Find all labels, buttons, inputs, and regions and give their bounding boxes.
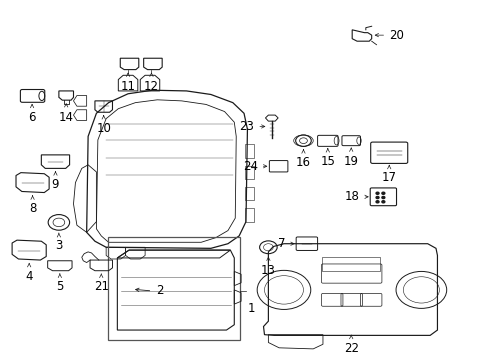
Text: 19: 19: [343, 155, 359, 168]
Text: 8: 8: [29, 202, 36, 215]
Text: 17: 17: [382, 171, 397, 184]
Bar: [245, 208, 254, 222]
Text: 7: 7: [278, 237, 286, 250]
Text: 10: 10: [96, 122, 111, 135]
Bar: [108, 237, 240, 339]
Text: 11: 11: [121, 80, 136, 93]
Bar: [245, 166, 254, 179]
Bar: [322, 257, 380, 271]
Text: 6: 6: [28, 111, 36, 124]
Text: 13: 13: [261, 264, 276, 276]
Text: 4: 4: [25, 270, 33, 283]
Text: 9: 9: [52, 178, 59, 191]
Text: 12: 12: [144, 80, 159, 93]
Text: 1: 1: [248, 302, 255, 315]
Circle shape: [382, 192, 385, 194]
Bar: [245, 187, 254, 201]
Circle shape: [382, 201, 385, 203]
Text: 24: 24: [243, 160, 258, 173]
Text: 20: 20: [389, 29, 404, 42]
Circle shape: [382, 197, 385, 199]
Circle shape: [376, 197, 379, 199]
Text: 5: 5: [56, 280, 64, 293]
Text: 3: 3: [55, 239, 63, 252]
Circle shape: [376, 192, 379, 194]
Text: 21: 21: [94, 280, 109, 293]
Text: 23: 23: [239, 120, 254, 133]
Text: 16: 16: [296, 156, 311, 168]
Text: 18: 18: [345, 190, 360, 203]
Text: 22: 22: [343, 342, 359, 355]
Text: 15: 15: [320, 155, 335, 168]
Bar: [245, 144, 254, 158]
Circle shape: [376, 201, 379, 203]
Text: 2: 2: [156, 284, 164, 297]
Text: 14: 14: [59, 111, 74, 124]
